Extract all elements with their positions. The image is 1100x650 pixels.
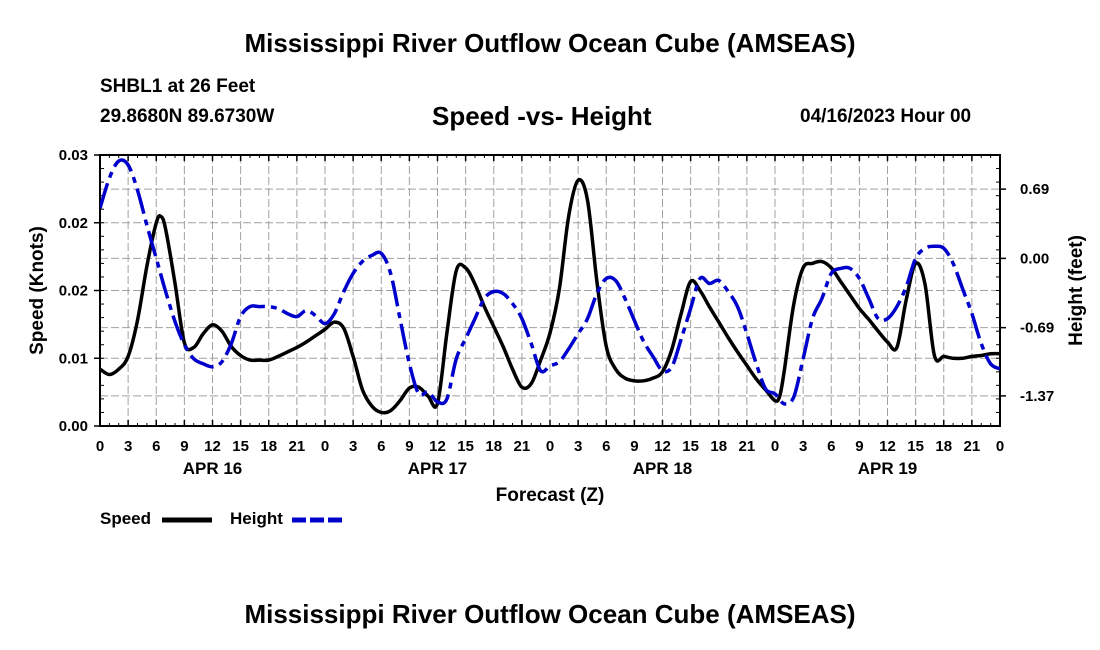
- x-tick-label: 12: [879, 438, 896, 455]
- y-right-tick-label: -1.37: [1020, 388, 1054, 405]
- legend-height-label: Height: [230, 509, 283, 528]
- x-tick-label: 21: [739, 438, 756, 455]
- x-tick-label: 12: [204, 438, 221, 455]
- x-tick-label: 6: [377, 438, 385, 455]
- x-tick-label: 3: [799, 438, 807, 455]
- station-label: SHBL1 at 26 Feet: [100, 76, 256, 97]
- x-tick-label: 15: [457, 438, 474, 455]
- x-tick-label: 21: [289, 438, 306, 455]
- x-tick-label: 18: [710, 438, 727, 455]
- chart-subtitle: Speed -vs- Height: [432, 101, 652, 131]
- axis-labels: 0 3 6 9 12 15 18 21 0 3 6 9 12 15 18 21 0 3 6 9 12 15 18 21 0 3 6 9…: [27, 147, 1087, 506]
- y-left-tick-label: 0.03: [59, 147, 88, 164]
- x-tick-label: 15: [907, 438, 924, 455]
- x-tick-label: 6: [602, 438, 610, 455]
- y-left-axis-title: Speed (Knots): [27, 226, 48, 355]
- legend-speed-label: Speed: [100, 509, 152, 528]
- x-tick-label: 3: [574, 438, 582, 455]
- x-tick-label: 6: [827, 438, 835, 455]
- x-tick-label: 18: [260, 438, 277, 455]
- y-right-axis-title: Height (feet): [1066, 235, 1087, 346]
- bottom-title: Mississippi River Outflow Ocean Cube (AM…: [244, 599, 856, 629]
- x-tick-label: 15: [682, 438, 699, 455]
- x-tick-label: 18: [485, 438, 502, 455]
- x-tick-label: 12: [654, 438, 671, 455]
- x-tick-label: 15: [232, 438, 249, 455]
- y-right-tick-label: -0.69: [1020, 320, 1054, 337]
- x-tick-label: 0: [321, 438, 329, 455]
- x-tick-label: 3: [124, 438, 132, 455]
- x-tick-label: 18: [935, 438, 952, 455]
- x-tick-label: 9: [855, 438, 863, 455]
- y-left-tick-label: 0.01: [59, 350, 88, 367]
- x-tick-label: 9: [180, 438, 188, 455]
- series-line-height: [100, 158, 1000, 406]
- series-lines: [100, 158, 1000, 415]
- date-label: APR 19: [858, 459, 918, 478]
- x-tick-label: 21: [514, 438, 531, 455]
- x-tick-label: 0: [996, 438, 1004, 455]
- x-axis-title: Forecast (Z): [496, 485, 605, 506]
- y-left-tick-label: 0.02: [59, 215, 88, 232]
- x-tick-label: 9: [630, 438, 638, 455]
- chart-title: Mississippi River Outflow Ocean Cube (AM…: [244, 28, 856, 58]
- x-tick-label: 9: [405, 438, 413, 455]
- x-tick-label: 0: [771, 438, 779, 455]
- date-label: APR 17: [408, 459, 468, 478]
- date-label: APR 16: [183, 459, 243, 478]
- x-tick-label: 6: [152, 438, 160, 455]
- coordinates-label: 29.8680N 89.6730W: [100, 106, 275, 127]
- series-line-speed: [100, 177, 1000, 415]
- x-tick-label: 3: [349, 438, 357, 455]
- y-right-tick-label: 0.00: [1020, 250, 1049, 267]
- x-tick-label: 0: [546, 438, 554, 455]
- axis-ticks: [94, 154, 1006, 427]
- forecast-datetime: 04/16/2023 Hour 00: [800, 106, 972, 127]
- x-tick-label: 12: [429, 438, 446, 455]
- x-tick-label: 0: [96, 438, 104, 455]
- x-tick-label: 21: [964, 438, 981, 455]
- y-right-tick-label: 0.69: [1020, 181, 1049, 198]
- y-left-tick-label: 0.00: [59, 418, 88, 435]
- y-left-tick-label: 0.02: [59, 283, 88, 300]
- date-label: APR 18: [633, 459, 693, 478]
